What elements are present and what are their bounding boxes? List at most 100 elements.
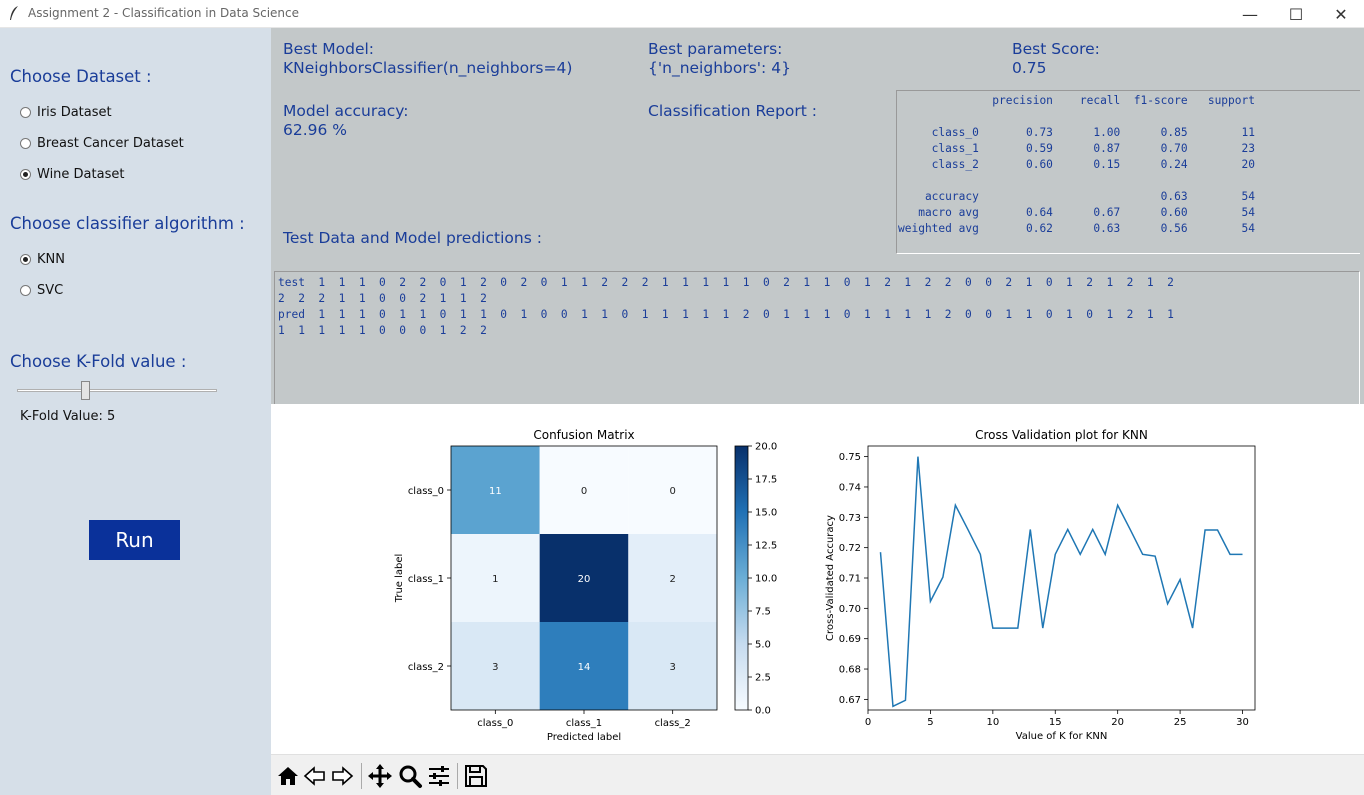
predictions-text: test 1 1 1 0 2 2 0 1 2 0 2 0 1 1 2 2 2 1… — [278, 276, 1174, 337]
radio-dot[interactable] — [20, 284, 31, 296]
colorbar-tick-label: 5.0 — [755, 640, 771, 651]
cm-cell-label: 0 — [669, 486, 675, 497]
close-button[interactable]: ✕ — [1318, 0, 1364, 28]
cv-y-label: Cross-Validated Accuracy — [825, 515, 836, 641]
control-panel: Choose Dataset : Iris Dataset Breast Can… — [0, 28, 271, 795]
minimize-button[interactable]: — — [1227, 0, 1273, 28]
accuracy-value: 62.96 % — [283, 121, 348, 139]
cv-x-tick-label: 10 — [986, 717, 999, 728]
feather-icon — [10, 6, 18, 20]
cv-y-tick-label: 0.70 — [839, 604, 861, 615]
cm-x-label: Predicted label — [547, 732, 621, 743]
plot-toolbar — [271, 754, 1364, 795]
cm-cell-label: 2 — [669, 574, 675, 585]
cm-cell-label: 3 — [492, 662, 498, 673]
cm-cell-label: 0 — [581, 486, 587, 497]
cv-x-tick-label: 30 — [1236, 717, 1249, 728]
best-params-value: {'n_neighbors': 4} — [648, 59, 791, 77]
cv-x-tick-label: 25 — [1174, 717, 1187, 728]
colorbar-tick-label: 20.0 — [755, 442, 777, 453]
cm-cell — [539, 534, 629, 622]
colorbar-tick-label: 7.5 — [755, 607, 771, 618]
colorbar-tick-label: 0.0 — [755, 706, 771, 717]
colorbar — [734, 445, 749, 711]
best-score-value: 0.75 — [1012, 59, 1047, 77]
best-score-title: Best Score: — [1012, 40, 1100, 58]
cv-x-tick-label: 15 — [1049, 717, 1062, 728]
configure-icon[interactable] — [426, 763, 452, 789]
maximize-button[interactable]: ☐ — [1273, 0, 1319, 28]
save-icon[interactable] — [463, 763, 489, 789]
colorbar-tick-label: 17.5 — [755, 475, 777, 486]
cm-cell-label: 14 — [578, 662, 591, 673]
zoom-icon[interactable] — [397, 763, 423, 789]
toolbar-separator — [361, 763, 362, 789]
report-title: Classification Report : — [648, 102, 818, 120]
colorbar-tick-label: 12.5 — [755, 541, 777, 552]
back-icon[interactable] — [302, 763, 328, 789]
cv-y-tick-label: 0.74 — [839, 482, 861, 493]
radio-label: Breast Cancer Dataset — [37, 135, 184, 151]
cm-y-tick-label: class_0 — [408, 486, 444, 497]
home-icon[interactable] — [275, 763, 301, 789]
cm-y-label: True label — [394, 554, 405, 604]
radio-iris-dataset[interactable]: Iris Dataset — [20, 104, 112, 120]
cm-cell-label: 11 — [489, 486, 502, 497]
radio-dot[interactable] — [20, 253, 31, 265]
colorbar-tick-label: 10.0 — [755, 574, 777, 585]
predictions-title: Test Data and Model predictions : — [283, 229, 542, 247]
cv-title: Cross Validation plot for KNN — [975, 428, 1148, 442]
plot-canvas[interactable]: 11 0 0 1 20 2 3 14 3 Confusion Matrix class_0 class… — [271, 404, 1364, 754]
cm-y-tick-label: class_2 — [408, 662, 444, 673]
cv-y-tick-label: 0.67 — [839, 695, 861, 706]
cv-series-line — [879, 456, 1243, 708]
radio-dot[interactable] — [20, 168, 31, 180]
cm-cell — [628, 622, 717, 710]
radio-svc[interactable]: SVC — [20, 282, 63, 298]
best-model-title: Best Model: — [283, 40, 375, 58]
cv-y-tick-label: 0.73 — [839, 513, 861, 524]
cm-x-tick-label: class_1 — [566, 718, 602, 729]
kfold-value-label: K-Fold Value: 5 — [20, 409, 116, 424]
kfold-heading: Choose K-Fold value : — [10, 352, 187, 371]
slider-thumb[interactable] — [81, 381, 90, 400]
forward-icon[interactable] — [329, 763, 355, 789]
close-icon: ✕ — [1334, 4, 1348, 24]
cm-cell — [539, 622, 629, 710]
radio-label: Iris Dataset — [37, 104, 112, 120]
radio-dot[interactable] — [20, 106, 31, 118]
window-title: Assignment 2 - Classification in Data Sc… — [28, 6, 300, 20]
best-model-value: KNeighborsClassifier(n_neighbors=4) — [283, 59, 573, 77]
radio-wine-dataset[interactable]: Wine Dataset — [20, 166, 124, 182]
slider-track[interactable] — [17, 389, 217, 392]
cm-title: Confusion Matrix — [533, 428, 634, 442]
classification-report-box: precision recall f1-score support class_… — [896, 90, 1360, 254]
classification-report-text: precision recall f1-score support class_… — [898, 94, 1255, 235]
radio-knn[interactable]: KNN — [20, 251, 65, 267]
cv-y-tick-label: 0.69 — [839, 634, 861, 645]
results-panel: Best Model: KNeighborsClassifier(n_neigh… — [271, 28, 1364, 404]
cm-cell — [628, 446, 717, 534]
radio-label: Wine Dataset — [37, 166, 125, 182]
cm-y-tick-label: class_1 — [408, 574, 444, 585]
cv-x-tick-label: 20 — [1111, 717, 1124, 728]
minimize-icon: — — [1242, 4, 1258, 24]
cm-cell — [539, 446, 629, 534]
cm-cell — [451, 446, 540, 534]
kfold-slider[interactable] — [17, 380, 217, 400]
cv-frame — [867, 445, 1256, 711]
cv-y-tick-label: 0.71 — [839, 574, 861, 585]
cm-cell — [451, 534, 540, 622]
run-button[interactable]: Run — [89, 520, 180, 560]
pan-icon[interactable] — [367, 763, 393, 789]
radio-breast-cancer-dataset[interactable]: Breast Cancer Dataset — [20, 135, 184, 151]
radio-label: KNN — [37, 251, 65, 267]
predictions-box[interactable]: test 1 1 1 0 2 2 0 1 2 0 2 0 1 1 2 2 2 1… — [274, 271, 1360, 404]
cm-cell — [628, 534, 717, 622]
radio-label: SVC — [37, 282, 64, 298]
radio-dot[interactable] — [20, 137, 31, 149]
cv-x-tick-label: 0 — [865, 717, 871, 728]
cm-cell-label: 3 — [669, 662, 675, 673]
toolbar-separator — [457, 763, 458, 789]
